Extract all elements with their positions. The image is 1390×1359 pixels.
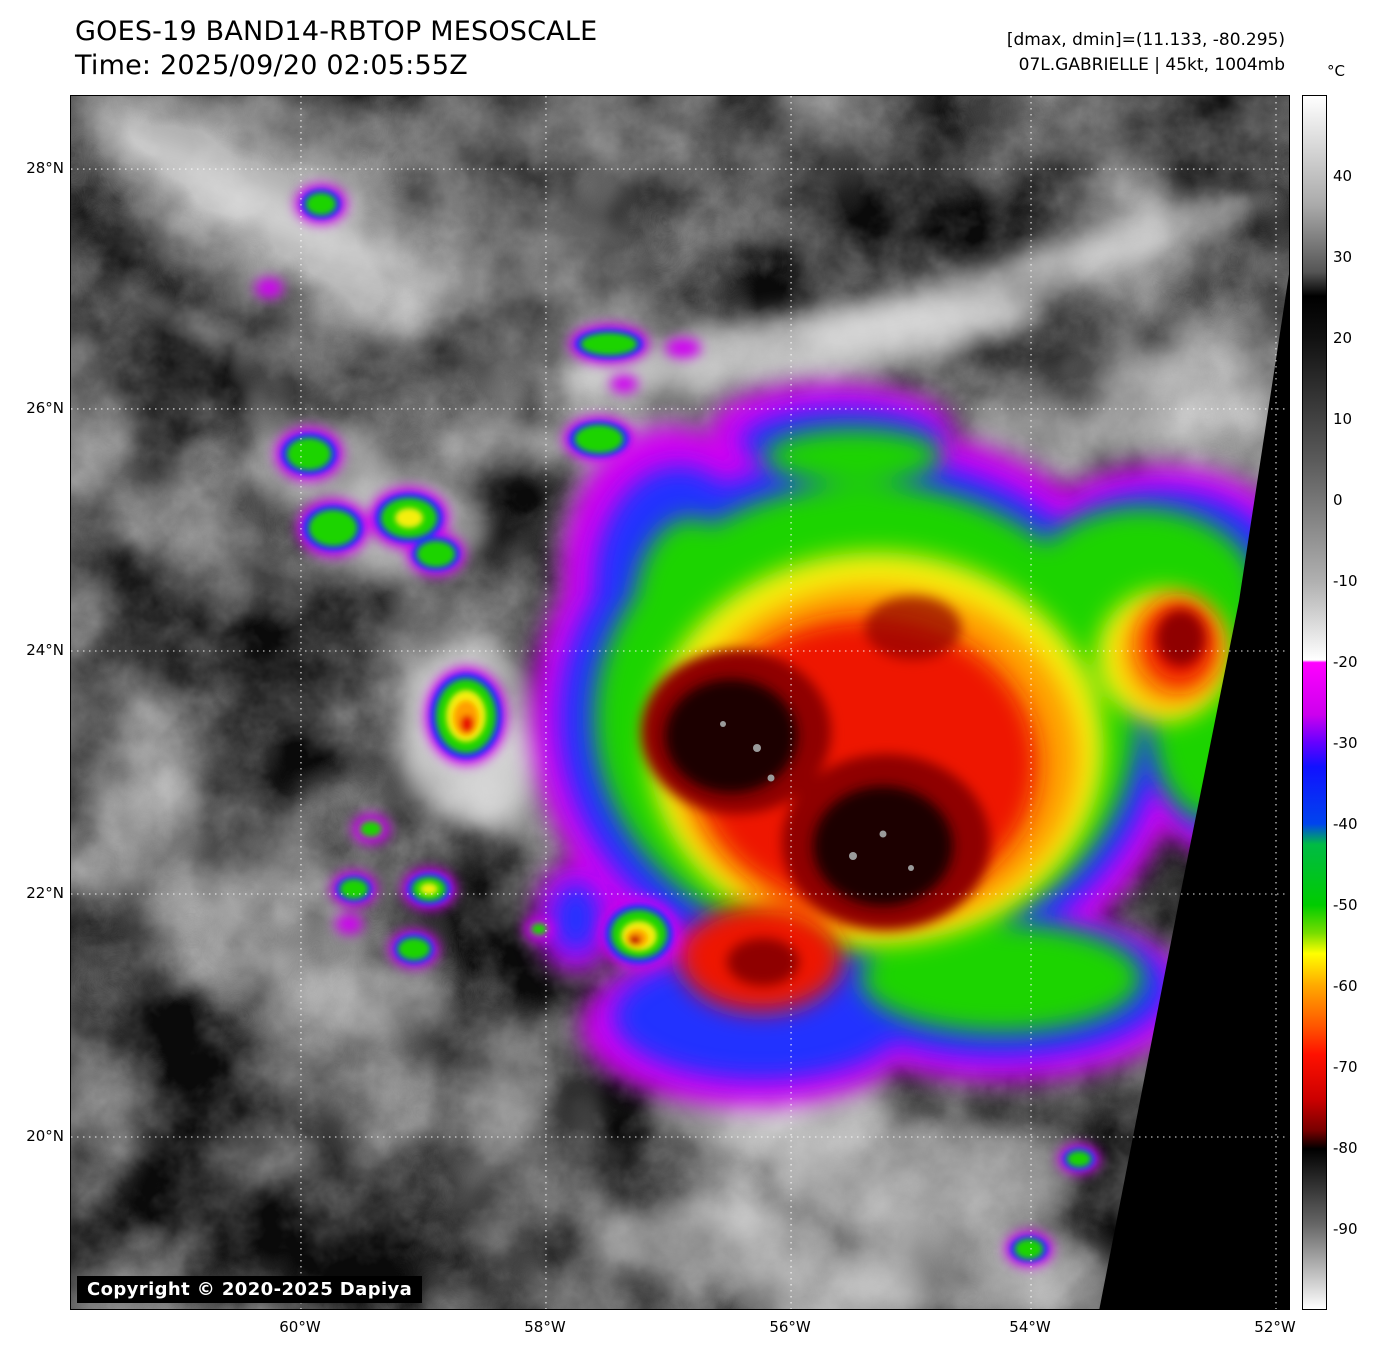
y-axis-label: 26°N: [26, 398, 64, 417]
colorbar-tick-label: 40: [1333, 167, 1353, 186]
y-axis-label: 24°N: [26, 641, 64, 659]
colorbar-unit-label: °C: [1327, 62, 1345, 80]
y-axis-label: 20°N: [26, 1127, 64, 1145]
header-readouts: [dmax, dmin]=(11.133, -80.295) 07L.GABRI…: [1007, 28, 1285, 78]
x-axis-label: 56°W: [769, 1318, 811, 1336]
x-axis-label: 52°W: [1254, 1318, 1296, 1336]
colorbar-tick-label: 30: [1333, 247, 1353, 266]
satellite-image: [71, 96, 1289, 1309]
timestamp: Time: 2025/09/20 02:05:55Z: [75, 50, 468, 81]
colorbar-tick-label: 10: [1333, 410, 1353, 429]
colorbar-tick-label: -90: [1333, 1219, 1358, 1238]
storm-coldest-tops: [665, 679, 953, 906]
x-axis-label: 58°W: [524, 1318, 566, 1336]
storm-info: 07L.GABRIELLE | 45kt, 1004mb: [1018, 55, 1285, 75]
y-axis-label: 28°N: [26, 159, 64, 178]
x-axis-label: 60°W: [279, 1318, 321, 1336]
image-title: GOES-19 BAND14-RBTOP MESOSCALE: [75, 16, 598, 47]
colorbar-tick-label: -40: [1333, 815, 1358, 833]
colorbar-tick-label: -70: [1333, 1058, 1358, 1076]
colorbar-tick-label: -30: [1333, 733, 1358, 752]
colorbar: [1302, 95, 1327, 1310]
dmax-dmin-readout: [dmax, dmin]=(11.133, -80.295): [1006, 30, 1285, 50]
x-axis-label: 54°W: [1009, 1318, 1051, 1336]
colorbar-tick-label: 0: [1333, 490, 1343, 509]
map-plot: Copyright © 2020-2025 Dapiya: [70, 95, 1290, 1310]
colorbar-tick-label: 20: [1333, 329, 1353, 347]
y-axis-label: 22°N: [26, 884, 64, 902]
colorbar-tick-label: -50: [1333, 896, 1358, 915]
colorbar-tick-label: -80: [1333, 1139, 1358, 1158]
copyright-notice: Copyright © 2020-2025 Dapiya: [77, 1276, 423, 1303]
colorbar-tick-label: -60: [1333, 976, 1358, 995]
colorbar-tick-label: -10: [1333, 572, 1358, 590]
scan-edge-wedge: [1099, 274, 1289, 1309]
gridlines: [71, 96, 1289, 1309]
colorbar-tick-label: -20: [1333, 653, 1358, 672]
